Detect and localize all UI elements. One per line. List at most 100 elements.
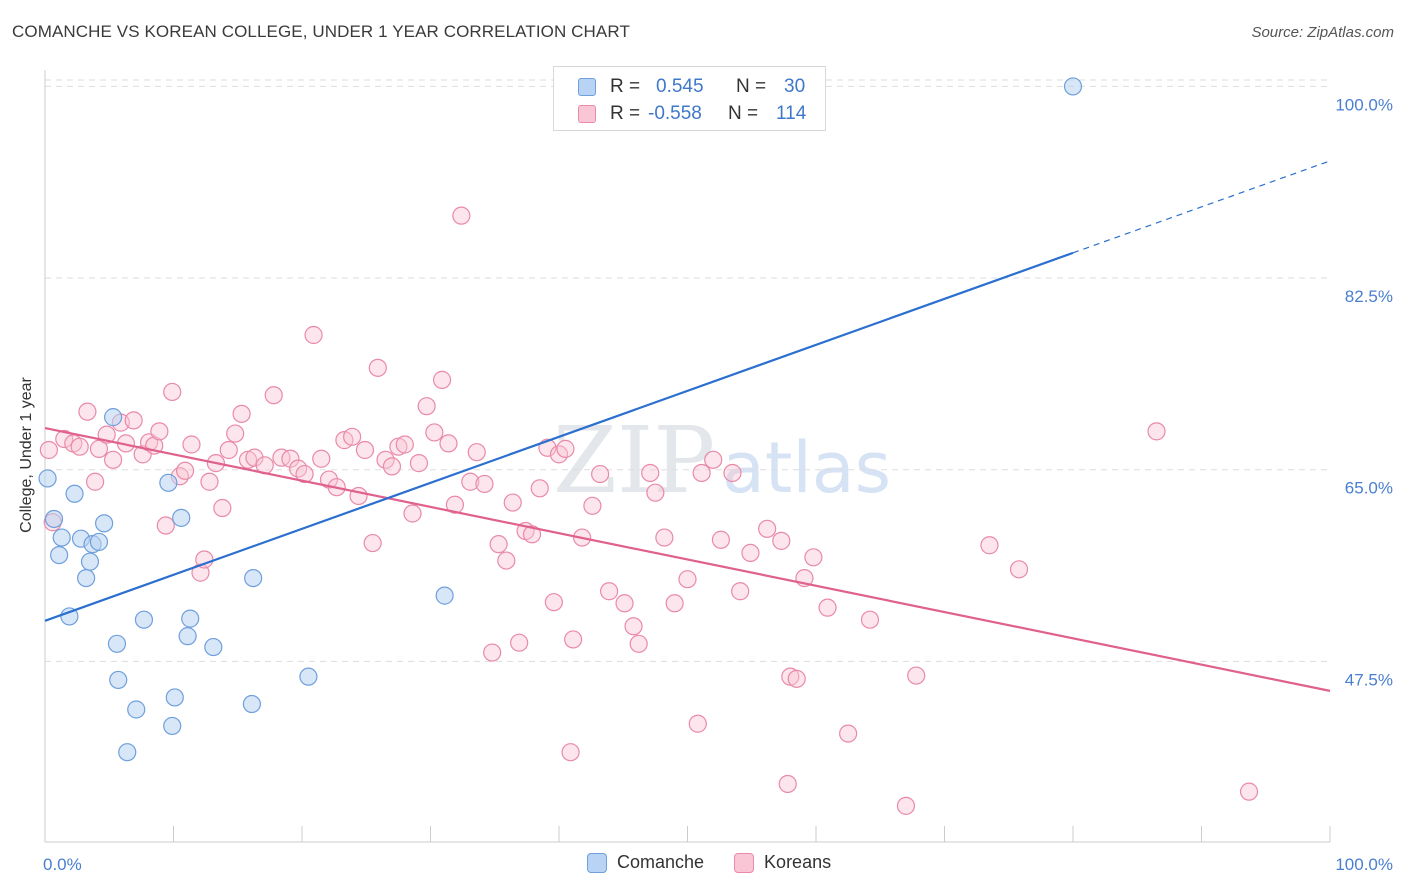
point-comanche	[127, 700, 146, 719]
chart-title: COMANCHE VS KOREAN COLLEGE, UNDER 1 YEAR…	[12, 22, 630, 41]
point-koreans	[312, 449, 331, 468]
bottom-legend-label-koreans: Koreans	[764, 852, 832, 872]
point-koreans	[445, 495, 465, 514]
point-koreans	[200, 472, 219, 491]
point-comanche	[50, 546, 69, 565]
point-koreans	[104, 450, 123, 469]
point-koreans	[641, 463, 660, 483]
point-koreans	[818, 598, 837, 617]
point-koreans	[896, 796, 916, 815]
point-koreans	[778, 774, 797, 794]
point-koreans	[723, 463, 742, 483]
point-comanche	[77, 568, 96, 588]
point-koreans	[980, 536, 999, 555]
series-comanche	[38, 77, 1083, 762]
point-koreans	[70, 437, 89, 456]
point-koreans	[787, 669, 806, 688]
point-comanche	[95, 514, 114, 533]
point-koreans	[839, 724, 858, 743]
point-koreans	[530, 479, 549, 498]
point-comanche	[159, 473, 178, 492]
point-koreans	[692, 463, 711, 483]
point-koreans	[489, 535, 508, 554]
x-tick-label: 100.0%	[1335, 855, 1393, 874]
point-koreans	[295, 464, 314, 484]
point-koreans	[439, 434, 458, 453]
point-comanche	[204, 637, 223, 657]
point-koreans	[475, 474, 494, 494]
point-koreans	[467, 443, 486, 462]
legend-n-label: N =	[736, 76, 767, 97]
point-koreans	[219, 440, 238, 460]
bottom-legend-label-comanche: Comanche	[617, 852, 705, 872]
y-tick-label: 65.0%	[1345, 479, 1393, 498]
point-comanche	[178, 627, 197, 646]
watermark-zip: ZIP	[553, 407, 715, 514]
legend-n-value: 114	[776, 103, 807, 124]
point-koreans	[39, 440, 58, 460]
point-koreans	[583, 496, 602, 515]
point-koreans	[704, 450, 723, 469]
point-koreans	[382, 457, 402, 476]
point-comanche	[107, 634, 127, 653]
point-koreans	[452, 206, 471, 225]
point-comanche	[60, 607, 79, 626]
point-comanche	[1063, 77, 1083, 96]
point-koreans	[731, 582, 750, 601]
point-comanche	[104, 408, 123, 427]
point-comanche	[80, 552, 100, 571]
point-koreans	[758, 519, 777, 538]
point-koreans	[655, 528, 674, 547]
point-comanche	[134, 610, 154, 629]
point-koreans	[561, 743, 580, 762]
y-tick-label: 82.5%	[1345, 287, 1393, 306]
point-koreans	[376, 450, 395, 469]
axes	[44, 70, 1331, 843]
point-comanche	[52, 528, 71, 547]
legend: R = 0.545 N = 30 R = -0.558 N = 114	[553, 66, 826, 131]
point-koreans	[175, 461, 195, 480]
point-koreans	[195, 550, 214, 569]
bottom-legend: Comanche Koreans	[587, 852, 861, 873]
point-comanche	[89, 532, 109, 552]
point-koreans	[1239, 782, 1259, 801]
point-koreans	[772, 531, 791, 550]
point-comanche	[65, 484, 84, 503]
point-koreans	[395, 435, 414, 454]
point-koreans	[417, 397, 436, 416]
point-comanche	[172, 508, 191, 527]
point-koreans	[425, 423, 444, 442]
point-koreans	[646, 483, 665, 502]
point-koreans	[564, 630, 583, 649]
point-comanche	[44, 509, 64, 529]
point-koreans	[600, 582, 619, 601]
x-tick-label: 0.0%	[43, 855, 82, 874]
point-koreans	[1147, 422, 1166, 441]
point-koreans	[403, 504, 422, 523]
point-koreans	[615, 594, 634, 613]
point-koreans	[1009, 560, 1029, 579]
point-comanche	[181, 609, 200, 628]
point-koreans	[163, 382, 182, 402]
y-axis-title: College, Under 1 year	[18, 377, 35, 533]
legend-row-comanche: R = 0.545 N = 30	[578, 75, 805, 99]
legend-swatch-koreans	[578, 105, 596, 123]
point-koreans	[860, 610, 880, 629]
point-koreans	[363, 533, 382, 553]
point-koreans	[497, 551, 516, 570]
watermark: ZIP atlas	[553, 407, 891, 514]
y-tick-label: 47.5%	[1345, 670, 1393, 689]
point-koreans	[591, 464, 610, 484]
y-tick-label: 100.0%	[1335, 95, 1393, 114]
point-koreans	[156, 516, 175, 535]
point-koreans	[678, 570, 697, 589]
point-koreans	[89, 439, 109, 458]
point-koreans	[804, 548, 823, 567]
legend-r-value: 0.545	[656, 76, 704, 97]
legend-r-label: R =	[610, 76, 641, 97]
point-koreans	[245, 448, 264, 467]
point-koreans	[688, 714, 707, 733]
point-koreans	[182, 435, 201, 454]
point-koreans	[461, 472, 480, 491]
series-koreans	[39, 206, 1259, 815]
